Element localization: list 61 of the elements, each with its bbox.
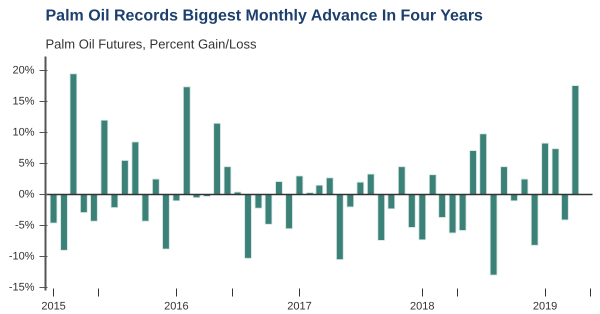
bar bbox=[561, 194, 569, 220]
bar bbox=[346, 194, 354, 208]
bar bbox=[520, 178, 528, 195]
y-tick-label: 5% bbox=[18, 158, 35, 170]
bar bbox=[530, 194, 538, 246]
bar bbox=[264, 194, 272, 225]
bar bbox=[132, 142, 140, 195]
bar bbox=[398, 166, 406, 195]
bar bbox=[110, 194, 118, 208]
bar bbox=[326, 177, 334, 195]
y-tick-label: 10% bbox=[12, 126, 35, 139]
bar bbox=[479, 133, 487, 195]
bar bbox=[458, 194, 466, 231]
chart-title: Palm Oil Records Biggest Monthly Advance In Four Years bbox=[46, 8, 484, 24]
bar bbox=[408, 194, 416, 228]
y-tick-label: -10% bbox=[8, 250, 35, 262]
bar bbox=[418, 194, 426, 240]
bar bbox=[388, 194, 396, 210]
y-tick-label: -15% bbox=[8, 281, 35, 294]
bar bbox=[142, 194, 150, 222]
bar bbox=[275, 181, 283, 195]
bar bbox=[541, 142, 549, 195]
x-tick-label: 2019 bbox=[532, 300, 558, 312]
bar bbox=[316, 184, 324, 195]
x-tick-label: 2018 bbox=[410, 300, 435, 312]
y-tick-label: 15% bbox=[12, 96, 35, 108]
bar bbox=[377, 194, 385, 241]
bar bbox=[490, 194, 498, 276]
bar bbox=[285, 194, 293, 229]
bar bbox=[296, 176, 304, 195]
y-tick-label: 20% bbox=[12, 64, 35, 77]
bar bbox=[60, 194, 68, 251]
bar bbox=[336, 194, 344, 260]
bar bbox=[70, 73, 78, 195]
bar bbox=[356, 182, 364, 195]
bar bbox=[213, 122, 221, 195]
bar bbox=[438, 194, 446, 218]
bar bbox=[552, 148, 560, 195]
x-tick-label: 2015 bbox=[41, 300, 66, 312]
bar bbox=[121, 160, 129, 195]
x-tick-label: 2017 bbox=[287, 300, 312, 312]
bar bbox=[152, 178, 160, 195]
bar bbox=[254, 194, 262, 209]
y-tick-label: 0% bbox=[18, 188, 35, 201]
bar bbox=[224, 166, 232, 195]
bar bbox=[469, 150, 477, 195]
bar bbox=[428, 174, 436, 195]
chart-subtitle: Palm Oil Futures, Percent Gain/Loss bbox=[46, 36, 257, 52]
bar bbox=[183, 86, 191, 195]
bar bbox=[162, 194, 170, 250]
bar bbox=[100, 120, 108, 195]
x-tick-label: 2016 bbox=[164, 300, 189, 312]
bar bbox=[90, 194, 98, 222]
bar bbox=[500, 166, 508, 195]
bar bbox=[50, 194, 58, 224]
bar bbox=[367, 174, 375, 195]
bar bbox=[80, 194, 88, 213]
bar bbox=[244, 194, 252, 259]
bar bbox=[572, 85, 580, 195]
bar bbox=[448, 194, 456, 234]
y-tick-label: -5% bbox=[14, 220, 35, 232]
